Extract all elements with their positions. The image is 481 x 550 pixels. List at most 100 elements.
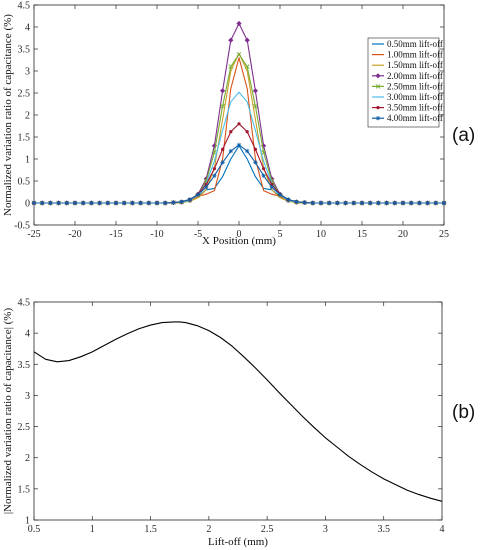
- data-point: [286, 197, 291, 202]
- legend-entry: 0.50mm lift-off: [372, 39, 443, 49]
- data-point: [236, 51, 242, 57]
- data-point: [89, 200, 94, 206]
- x-tick-label: -20: [68, 229, 81, 240]
- data-point: [392, 200, 397, 206]
- data-point: [335, 200, 340, 206]
- data-point: [343, 200, 348, 206]
- y-tick-label: 2.5: [18, 89, 31, 100]
- data-point: [48, 200, 53, 206]
- y-tick-label: 0: [25, 199, 30, 210]
- data-point: [417, 200, 422, 206]
- y-tick-label: 2: [25, 111, 30, 122]
- series-line-0-7: [34, 144, 444, 204]
- legend-label: 2.50mm lift-off: [387, 81, 443, 91]
- data-point: [154, 200, 160, 206]
- legend-label: 0.50mm lift-off: [387, 39, 443, 49]
- data-point: [163, 200, 168, 206]
- legend-label: 4.00mm lift-off: [387, 113, 443, 123]
- data-point: [245, 148, 250, 154]
- legend-label: 1.00mm lift-off: [387, 50, 443, 60]
- data-point: [245, 130, 249, 134]
- data-point: [221, 147, 225, 151]
- data-point: [97, 200, 102, 206]
- data-point: [262, 167, 266, 171]
- x-tick-label: 1.5: [144, 524, 157, 535]
- data-point: [105, 200, 110, 206]
- legend-marker: [375, 84, 381, 89]
- data-point: [253, 147, 257, 151]
- data-point: [310, 200, 315, 206]
- data-point: [179, 199, 184, 204]
- x-tick-label: 0: [237, 229, 242, 240]
- y-tick-label: 4.5: [18, 1, 31, 12]
- chart-a-ticks: -25 -20 -15 -10 -5 0 5 10 15 20 25 -0.5 0 0.5 1 1.5 2 2.5…: [14, 1, 449, 241]
- x-tick-label: 3.5: [377, 524, 390, 535]
- chart-b-panel-label: (b): [452, 402, 475, 423]
- legend-marker: [375, 116, 381, 121]
- data-point: [64, 200, 69, 206]
- y-tick-label: 2.5: [18, 422, 31, 433]
- data-point: [40, 200, 45, 206]
- y-tick-label: 3: [25, 67, 30, 78]
- data-point: [441, 200, 447, 206]
- y-tick-label: 2: [25, 453, 30, 464]
- data-point: [113, 200, 119, 206]
- y-tick-label: 3.5: [18, 45, 31, 56]
- legend-entry: 1.50mm lift-off: [372, 60, 443, 70]
- data-point: [237, 122, 241, 126]
- data-point: [327, 200, 332, 206]
- data-point: [81, 200, 86, 206]
- data-point: [171, 200, 176, 205]
- legend-label: 1.50mm lift-off: [387, 60, 443, 70]
- data-point: [252, 88, 258, 94]
- legend-entry: 1.00mm lift-off: [372, 50, 443, 60]
- x-tick-label: 2: [206, 524, 211, 535]
- legend-label: 2.00mm lift-off: [387, 71, 443, 81]
- data-point: [384, 200, 389, 206]
- y-tick-label: 3: [25, 391, 30, 402]
- data-point: [56, 200, 61, 206]
- x-tick-label: 2.5: [261, 524, 274, 535]
- legend-entry: 2.50mm lift-off: [372, 81, 443, 91]
- x-tick-label: -5: [194, 229, 202, 240]
- chart-a-panel-label: (a): [452, 125, 475, 146]
- data-point: [212, 173, 217, 178]
- data-point: [302, 200, 307, 205]
- y-tick-label: 4.5: [18, 298, 31, 309]
- data-point: [187, 197, 192, 202]
- data-point: [261, 173, 266, 178]
- data-point: [425, 200, 430, 206]
- data-point: [236, 20, 242, 27]
- y-tick-label: 1.5: [18, 484, 31, 495]
- data-point: [409, 200, 414, 206]
- data-point: [261, 150, 266, 155]
- y-tick-label: 1: [25, 516, 30, 527]
- data-point: [261, 143, 267, 149]
- data-point: [195, 192, 201, 197]
- data-point: [212, 150, 217, 155]
- y-tick-label: 0.5: [18, 177, 31, 188]
- chart-a-series: [31, 20, 447, 206]
- data-point: [277, 192, 283, 197]
- x-tick-label: -25: [27, 229, 40, 240]
- data-point: [244, 37, 250, 43]
- x-tick-label: 10: [316, 229, 326, 240]
- chart-b-series: [33, 321, 443, 502]
- data-point: [31, 200, 37, 206]
- legend-marker: [376, 106, 380, 110]
- x-tick-label: 25: [439, 229, 449, 240]
- data-point: [294, 199, 299, 204]
- legend-label: 3.00mm lift-off: [387, 92, 443, 102]
- data-point: [220, 160, 225, 165]
- y-tick-label: -0.5: [14, 221, 30, 232]
- chart-a-y-axis-label: Normalized variation ratio of capacitanc…: [2, 14, 14, 216]
- series-line-1-0: [33, 321, 443, 502]
- series-markers-0-7: [31, 142, 447, 206]
- data-point: [244, 64, 250, 69]
- legend-entry: 2.00mm lift-off: [372, 71, 443, 81]
- data-point: [253, 160, 258, 165]
- legend-box: [367, 37, 440, 128]
- chart-a-x-axis-label: X Position (mm): [202, 235, 276, 247]
